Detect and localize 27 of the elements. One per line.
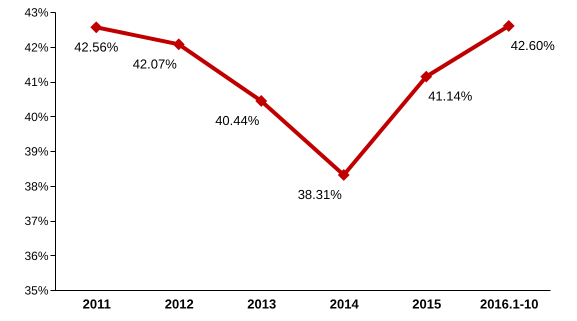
point (90, 21, 102, 34)
point (502, 20, 515, 32)
data-label: 38.31% (298, 186, 342, 202)
y-tick-label: 36% (24, 248, 49, 263)
y-tick-label: 43% (24, 6, 49, 20)
point (338, 169, 350, 181)
data-label: 42.60% (510, 38, 556, 53)
y-tick-label: 37% (24, 214, 49, 228)
y-tick-label: 39% (24, 144, 49, 158)
x-tick-label: 2012 (164, 296, 194, 312)
data-label: 41.14% (428, 88, 473, 104)
point (255, 95, 268, 107)
data-label: 42.56% (74, 39, 119, 54)
x-tick-label: 2014 (330, 296, 360, 312)
y-tick-label: 40% (24, 110, 49, 124)
data-label: 42.07% (132, 56, 178, 72)
point (172, 38, 185, 50)
y-tick-label: 41% (24, 75, 49, 89)
y-tick-label: 35% (24, 284, 49, 298)
y-tick-label: 42% (24, 40, 49, 54)
data-label: 40.44% (215, 112, 260, 128)
point (420, 70, 432, 83)
x-tick-label: 2015 (412, 296, 442, 312)
x-tick-label: 2013 (247, 296, 276, 312)
y-tick-label: 38% (24, 179, 49, 194)
x-tick-label: 2016.1-10 (480, 296, 539, 312)
x-tick-label: 2011 (82, 296, 111, 312)
